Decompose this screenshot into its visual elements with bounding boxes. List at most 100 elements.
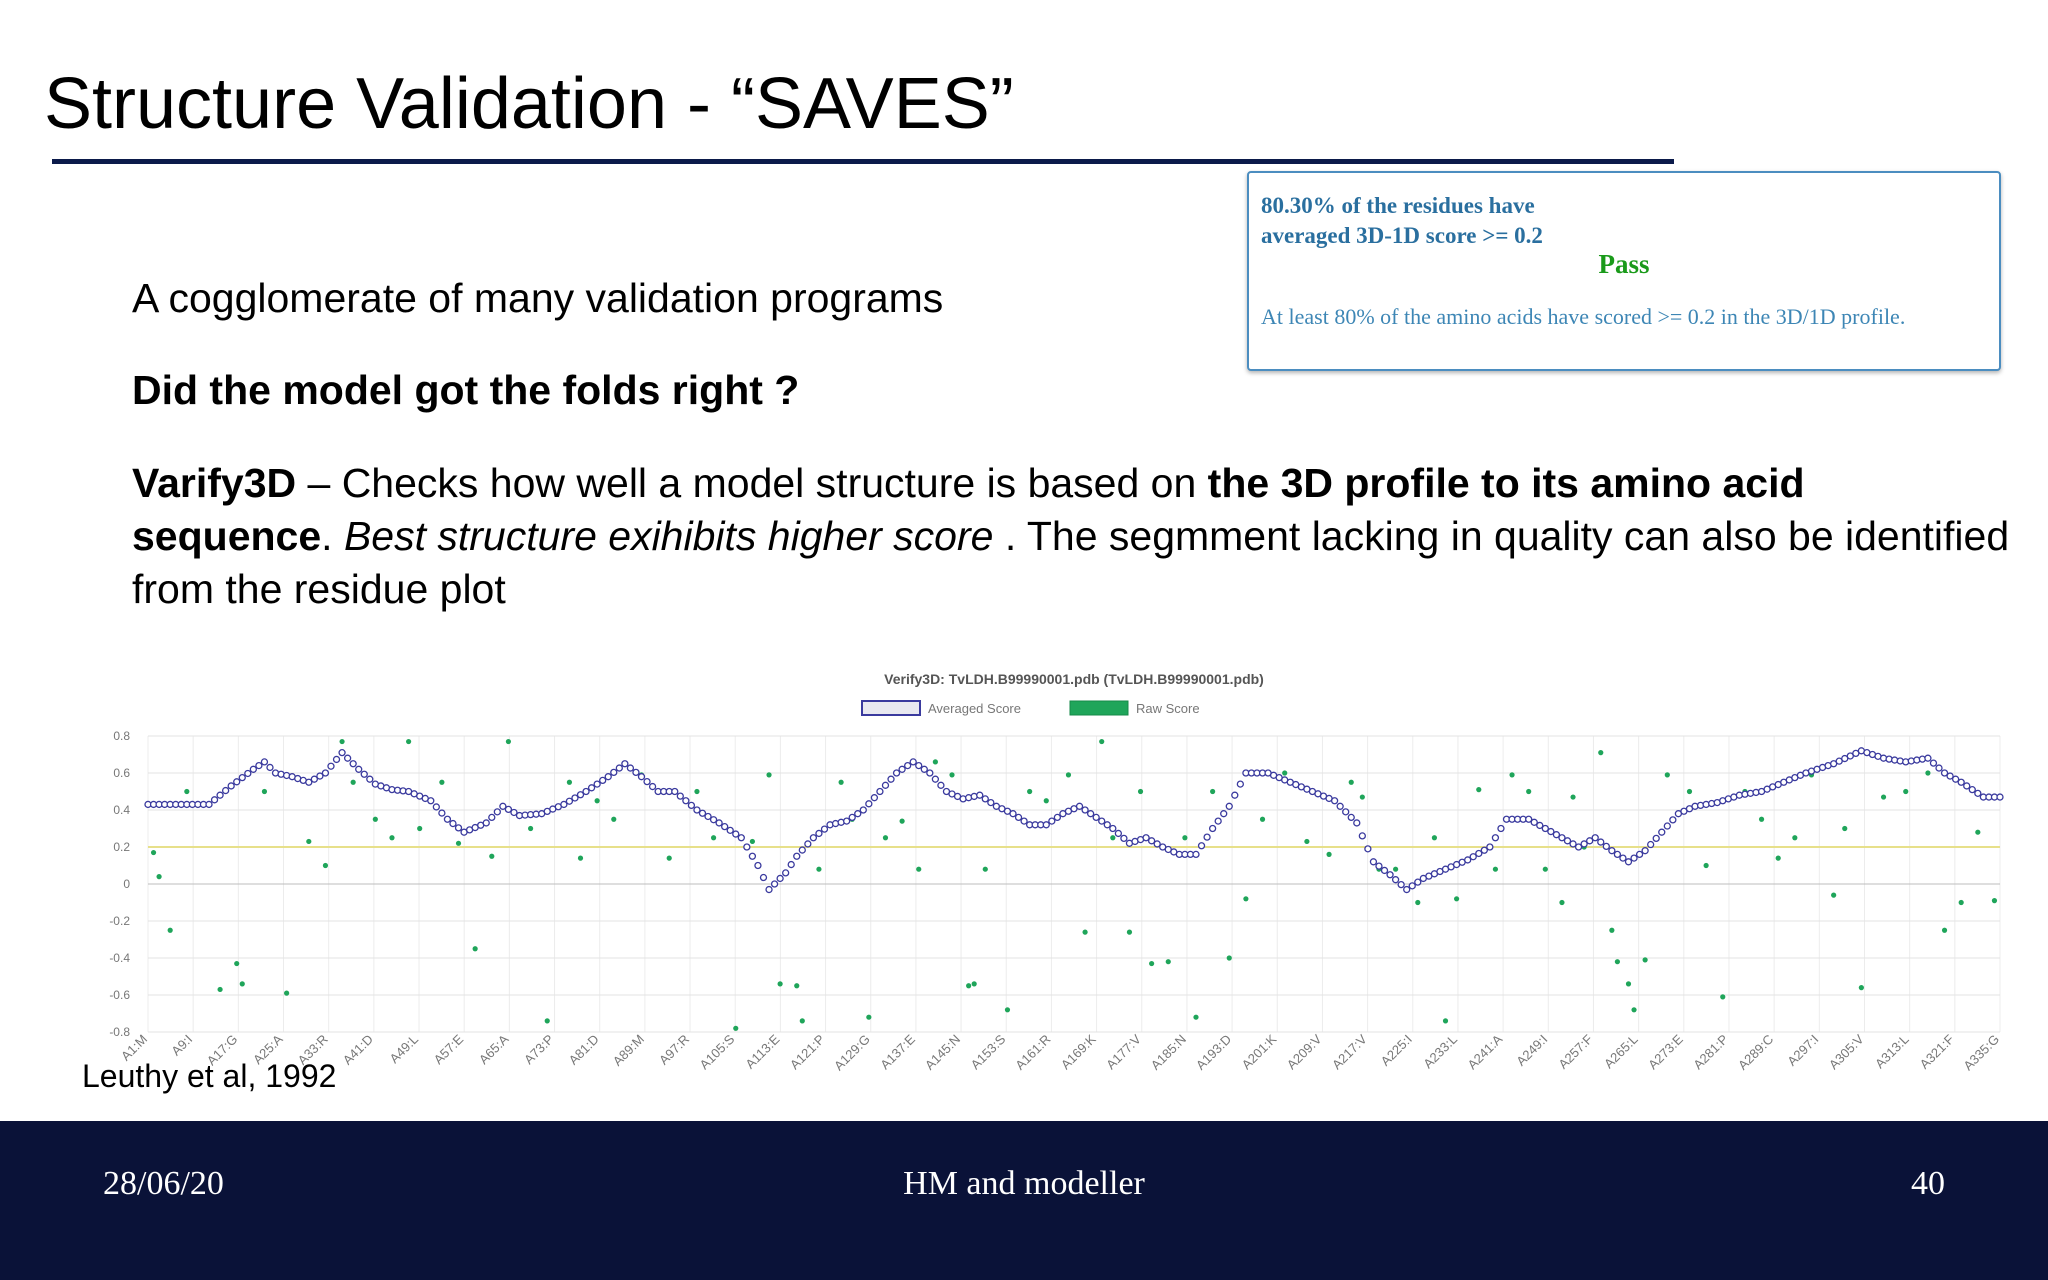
averaged-score-point (1491, 834, 1500, 842)
averaged-score-point (815, 829, 823, 838)
averaged-score-point (1963, 782, 1971, 790)
raw-score-point (1958, 899, 1964, 906)
raw-score-point (733, 1025, 739, 1031)
averaged-score-point (610, 768, 618, 777)
averaged-score-point (920, 765, 928, 773)
averaged-score-point (621, 760, 629, 768)
averaged-score-point (937, 781, 945, 789)
averaged-score-point (1053, 813, 1062, 822)
x-tick-label: A65:A (476, 1031, 512, 1067)
raw-score-point (1903, 788, 1909, 795)
averaged-score-point (205, 800, 213, 809)
averaged-score-point (227, 782, 235, 790)
averaged-score-point (976, 791, 984, 799)
result-status: Pass (1598, 249, 1650, 279)
averaged-score-point (443, 815, 452, 823)
averaged-score-point (1092, 813, 1100, 822)
raw-score-point (1614, 959, 1621, 965)
y-tick-label: 0 (123, 877, 130, 891)
raw-score-point (838, 779, 844, 785)
desc-part-2: . (321, 513, 344, 559)
y-tick-label: -0.4 (109, 951, 130, 965)
averaged-score-point (748, 852, 757, 860)
averaged-score-point (1658, 828, 1666, 836)
averaged-score-point (898, 765, 906, 773)
averaged-score-point (1563, 837, 1572, 845)
raw-score-point (217, 986, 223, 993)
averaged-score-point (859, 806, 867, 814)
x-tick-label: A297:I (1784, 1032, 1821, 1069)
raw-score-point (1415, 899, 1421, 906)
raw-score-point (372, 816, 378, 822)
x-tick-label: A41:D (340, 1032, 376, 1068)
desc-bold-phrase: the 3D profile to its amino acid sequenc… (132, 460, 1805, 559)
raw-score-point (594, 798, 600, 804)
averaged-score-point (709, 816, 718, 824)
averaged-score-point (726, 826, 734, 835)
averaged-score-point (1541, 824, 1549, 833)
x-tick-label: A97:R (656, 1032, 692, 1068)
averaged-score-point (915, 761, 923, 770)
raw-score-point (882, 835, 889, 841)
averaged-score-point (1569, 840, 1577, 848)
averaged-score-point (1075, 802, 1084, 810)
averaged-score-point (682, 797, 690, 805)
desc-part-1: – Checks how well a model structure is b… (296, 460, 1208, 506)
raw-score-point (406, 738, 412, 745)
averaged-score-point (604, 773, 612, 781)
averaged-score-point (648, 782, 657, 791)
averaged-score-point (332, 755, 341, 764)
averaged-score-point (1098, 817, 1106, 825)
raw-score-point (982, 866, 988, 872)
raw-score-point (1975, 829, 1981, 835)
result-summary-line2: averaged 3D-1D score >= 0.2 (1261, 223, 1543, 248)
averaged-score-point (1635, 850, 1644, 859)
raw-score-point (1004, 1007, 1011, 1013)
averaged-score-point (732, 830, 740, 838)
averaged-score-point (599, 776, 607, 785)
raw-score-point (1431, 835, 1438, 841)
raw-score-point (184, 788, 190, 795)
averaged-score-point (1480, 846, 1488, 854)
averaged-score-point (1552, 831, 1561, 839)
averaged-score-point (1558, 834, 1566, 842)
raw-score-point (1210, 788, 1216, 795)
x-tick-label: A81:D (566, 1032, 602, 1068)
x-tick-label: A313:L (1872, 1032, 1912, 1072)
averaged-score-point (1929, 759, 1938, 767)
averaged-score-point (1086, 810, 1095, 818)
raw-score-point (1542, 866, 1548, 872)
result-note: At least 80% of the amino acids have sco… (1261, 304, 1906, 329)
averaged-score-point (587, 784, 596, 792)
raw-score-point (156, 874, 162, 880)
averaged-score-point (1203, 833, 1211, 841)
raw-score-point (1625, 981, 1632, 987)
averaged-score-point (255, 761, 263, 770)
averaged-score-point (366, 775, 374, 783)
averaged-score-point (1153, 840, 1161, 848)
averaged-score-point (1342, 808, 1350, 816)
averaged-score-point (427, 797, 435, 805)
verify3d-result-box: 80.30% of the residues have averaged 3D-… (1247, 171, 2001, 371)
raw-score-point (1476, 787, 1482, 793)
x-tick-label: A225:I (1378, 1032, 1415, 1069)
residue-plot-svg: Verify3D: TvLDH.B99990001.pdb (TvLDH.B99… (109, 671, 2004, 1073)
legend-label-raw: Raw Score (1136, 701, 1200, 716)
slide-title: Structure Validation - “SAVES” (44, 64, 1014, 144)
raw-score-point (1686, 788, 1693, 795)
averaged-score-point (504, 805, 513, 814)
raw-score-point (167, 927, 173, 933)
x-tick-label: A161:R (1012, 1032, 1053, 1073)
raw-score-point (1259, 816, 1266, 822)
raw-score-point (239, 981, 245, 987)
legend-swatch-averaged (861, 700, 921, 716)
verify3d-term: Varify3D (132, 460, 297, 506)
averaged-score-point (1486, 843, 1494, 851)
raw-score-point (150, 849, 157, 856)
averaged-score-point (626, 764, 635, 772)
averaged-score-point (266, 763, 274, 772)
x-tick-label: A265:L (1601, 1032, 1641, 1072)
averaged-score-point (637, 773, 646, 781)
averaged-score-point (1951, 775, 1960, 783)
raw-score-point (1492, 866, 1499, 872)
